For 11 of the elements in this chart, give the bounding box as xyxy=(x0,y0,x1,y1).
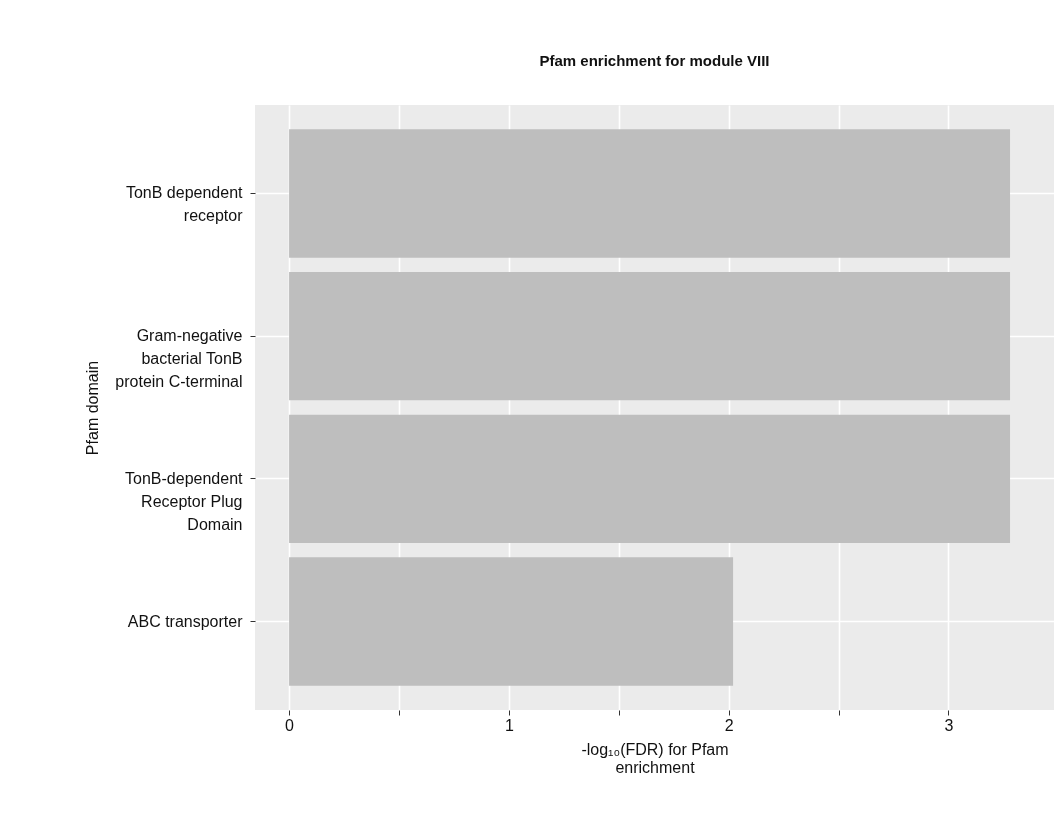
chart-title: Pfam enrichment for module VIII xyxy=(539,52,770,69)
x-tick-label: 3 xyxy=(944,716,954,734)
x-tick-label: 0 xyxy=(285,716,295,734)
y-axis-title: Pfam domain xyxy=(84,360,102,456)
y-tick-label: Gram-negative bacterial TonB protein C-terminal xyxy=(115,327,243,391)
x-tick-label: 2 xyxy=(724,716,734,734)
y-tick-label: TonB-dependent Receptor Plug Domain xyxy=(125,469,244,533)
y-tick-label: ABC transporter xyxy=(127,612,244,630)
y-tick-label: TonB dependent receptor xyxy=(125,184,244,225)
x-tick-label: 1 xyxy=(504,716,514,734)
x-axis-title: -log₁₀(FDR) for Pfam enrichment xyxy=(581,740,729,776)
